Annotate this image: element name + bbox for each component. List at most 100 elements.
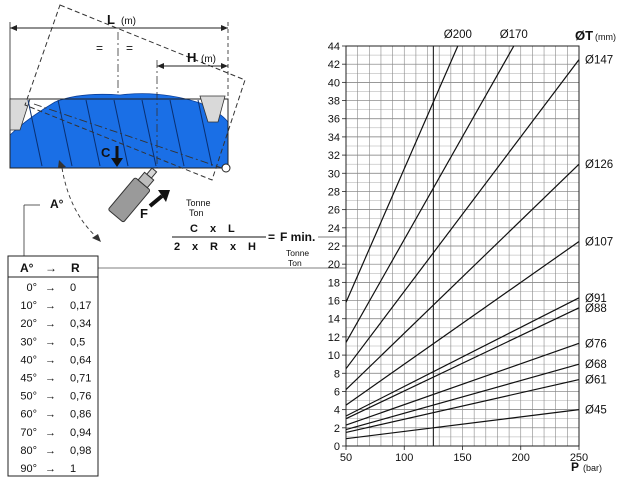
c-label: C bbox=[101, 145, 111, 160]
y-tick-label: 26 bbox=[328, 205, 340, 217]
series-label: Ø45 bbox=[585, 405, 607, 417]
formula-den-r: R bbox=[210, 241, 218, 253]
table-cell-ratio: 0,5 bbox=[70, 336, 85, 348]
x-tick-label: 100 bbox=[395, 452, 413, 464]
table-cell-arrow: → bbox=[45, 445, 56, 457]
y-tick-label: 30 bbox=[328, 168, 340, 180]
formula-num-l: L bbox=[228, 223, 235, 235]
water-stripes bbox=[27, 99, 213, 167]
table-cell-arrow: → bbox=[45, 463, 56, 475]
series-label: Ø126 bbox=[585, 159, 613, 171]
series-label: Ø107 bbox=[585, 236, 613, 248]
chart: 0246810121416182022242628303234363840424… bbox=[328, 28, 616, 474]
h-arrow-right bbox=[221, 63, 228, 69]
table-cell-ratio: 0 bbox=[70, 282, 76, 294]
formula-den-x2: x bbox=[230, 241, 237, 253]
water-body bbox=[9, 93, 229, 169]
series-line bbox=[345, 45, 515, 343]
table-rows: 0° → 0 10° → 0,17 20° → 0,34 30° → 0,5 40° → 0,64 45° → 0… bbox=[20, 282, 91, 475]
table-cell-angle: 20° bbox=[20, 318, 37, 330]
formula-result: F min. bbox=[280, 230, 315, 244]
table-cell-angle: 80° bbox=[20, 445, 37, 457]
y-tick-label: 32 bbox=[328, 150, 340, 162]
formula-unit-top-2: Ton bbox=[189, 208, 204, 218]
y-tick-label: 8 bbox=[334, 368, 340, 380]
table-cell-angle: 50° bbox=[20, 391, 37, 403]
y-tick-label: 16 bbox=[328, 296, 340, 308]
series-line bbox=[345, 45, 459, 303]
table-cell-arrow: → bbox=[45, 373, 56, 385]
table-cell-arrow: → bbox=[45, 282, 56, 294]
table-cell-arrow: → bbox=[45, 300, 56, 312]
table-cell-ratio: 0,71 bbox=[70, 373, 91, 385]
y-tick-label: 42 bbox=[328, 59, 340, 71]
series-label: Ø68 bbox=[585, 359, 607, 371]
l-arrow-left bbox=[10, 25, 17, 31]
series-label: Ø91 bbox=[585, 293, 607, 305]
y-tick-label: 2 bbox=[334, 423, 340, 435]
table-cell-angle: 45° bbox=[20, 373, 37, 385]
y-tick-label: 22 bbox=[328, 241, 340, 253]
angle-label: A° bbox=[50, 197, 64, 211]
table-cell-ratio: 0,64 bbox=[70, 354, 91, 366]
y-tick-label: 36 bbox=[328, 114, 340, 126]
x-axis-label: P bbox=[571, 460, 579, 474]
y-tick-label: 6 bbox=[334, 386, 340, 398]
diameter-axis-unit: (mm) bbox=[595, 32, 616, 42]
diameter-axis-label: ØT bbox=[575, 28, 593, 43]
table-border bbox=[7, 255, 99, 477]
table-cell-angle: 90° bbox=[20, 463, 37, 475]
series-label: Ø200 bbox=[444, 29, 472, 41]
table-cell-ratio: 0,34 bbox=[70, 318, 91, 330]
formula-num-x: x bbox=[210, 223, 217, 235]
table-cell-ratio: 0,76 bbox=[70, 391, 91, 403]
series-line bbox=[345, 307, 580, 420]
series-line bbox=[345, 379, 580, 433]
chart-series bbox=[345, 45, 580, 440]
table-cell-angle: 60° bbox=[20, 409, 37, 421]
h-arrow-left bbox=[157, 63, 164, 69]
table-cell-angle: 40° bbox=[20, 354, 37, 366]
table-cell-arrow: → bbox=[45, 354, 56, 366]
series-label: Ø61 bbox=[585, 375, 607, 387]
y-tick-label: 40 bbox=[328, 77, 340, 89]
hydrostatic-illustration: L (m) = = H (m) C F A° bbox=[9, 4, 246, 256]
hydraulic-cylinder bbox=[108, 167, 158, 223]
x-tick-label: 250 bbox=[570, 452, 588, 464]
table-cell-ratio: 1 bbox=[70, 463, 76, 475]
half-mark-right: = bbox=[126, 41, 133, 55]
series-label: Ø170 bbox=[500, 29, 528, 41]
y-tick-label: 20 bbox=[328, 259, 340, 271]
h-label: H bbox=[187, 50, 196, 65]
y-tick-label: 4 bbox=[334, 405, 340, 417]
x-axis-unit: (bar) bbox=[583, 463, 602, 473]
f-arrow-shaft bbox=[148, 194, 164, 208]
half-mark-left: = bbox=[96, 41, 103, 55]
f-arrow-head bbox=[158, 190, 170, 202]
series-line bbox=[345, 342, 580, 426]
table-header-a: A° bbox=[20, 261, 34, 275]
series-line bbox=[345, 363, 580, 431]
angle-arc-arrow-top bbox=[58, 160, 66, 168]
x-tick-label: 200 bbox=[512, 452, 530, 464]
y-tick-label: 44 bbox=[328, 41, 340, 53]
table-cell-ratio: 0,94 bbox=[70, 427, 91, 439]
table-cell-arrow: → bbox=[45, 336, 56, 348]
table-cell-arrow: → bbox=[45, 409, 56, 421]
y-tick-label: 18 bbox=[328, 277, 340, 289]
formula: Tonne Ton C x L 2 x R x H = F min. Tonne… bbox=[172, 198, 315, 268]
table-cell-arrow: → bbox=[45, 318, 56, 330]
series-line bbox=[345, 163, 580, 391]
series-label: Ø88 bbox=[585, 303, 607, 315]
y-tick-label: 28 bbox=[328, 186, 340, 198]
l-label: L bbox=[107, 12, 115, 27]
table-cell-arrow: → bbox=[45, 427, 56, 439]
formula-unit-top-1: Tonne bbox=[186, 198, 211, 208]
x-tick-labels: 50 100 150 200 250 bbox=[340, 446, 588, 464]
x-tick-label: 150 bbox=[453, 452, 471, 464]
l-unit: (m) bbox=[121, 16, 136, 27]
right-block bbox=[199, 95, 226, 123]
table-cell-arrow: → bbox=[45, 391, 56, 403]
